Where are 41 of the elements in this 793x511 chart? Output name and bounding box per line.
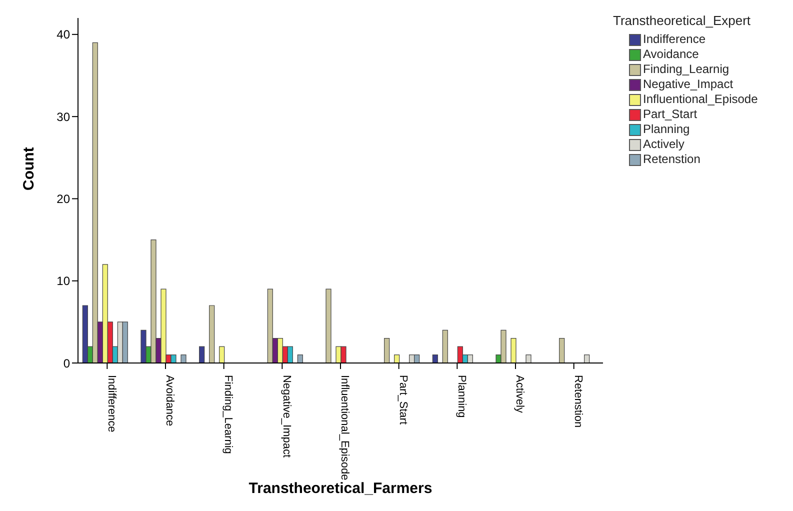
legend-label: Planning (642, 122, 691, 137)
x-tick-label: Finding_Learnig (222, 375, 234, 454)
bar (394, 354, 400, 363)
y-tick-label: 20 (56, 192, 70, 206)
bar (209, 305, 215, 363)
y-tick-label: 0 (63, 356, 70, 370)
y-tick-label: 40 (56, 28, 70, 42)
bar (510, 338, 516, 363)
legend-label: Retenstion (642, 152, 702, 167)
bar (219, 346, 225, 363)
bar (199, 346, 205, 363)
x-tick-label: Indifference (105, 375, 118, 432)
x-tick-label: Part_Start (396, 375, 409, 425)
y-tick-label: 10 (56, 274, 70, 288)
legend-label: Negative_Impact (642, 77, 734, 92)
legend-label: Part_Start (642, 107, 698, 122)
bar (140, 330, 146, 363)
legend-label: Finding_Learnig (642, 62, 730, 77)
x-axis-title: Transtheoretical_Farmers (248, 480, 432, 497)
bar (180, 354, 186, 363)
x-tick-label: Planning (455, 375, 468, 418)
x-tick-label: Avoidance (164, 375, 176, 426)
bar (584, 354, 590, 363)
y-tick-label: 30 (56, 110, 70, 124)
x-tick-label: Retenstion (572, 375, 584, 428)
x-tick-label: Negative_Impact (280, 375, 292, 458)
bar (432, 354, 438, 363)
y-axis-title: Count (20, 147, 38, 190)
bar (559, 338, 565, 363)
legend-label: Influentional_Episode (642, 92, 759, 107)
bar (442, 330, 448, 363)
bar (326, 288, 332, 363)
bar (297, 354, 303, 363)
legend-label: Actively (642, 137, 686, 152)
x-tick-label: Actively (514, 375, 526, 414)
legend-label: Avoidance (642, 47, 700, 62)
legend-title: Transtheoretical_Expert (613, 13, 752, 28)
bar (384, 338, 390, 363)
bar (526, 354, 532, 363)
x-tick-label: Influentional_Episode (338, 375, 351, 480)
legend-label: Indifference (642, 32, 706, 47)
